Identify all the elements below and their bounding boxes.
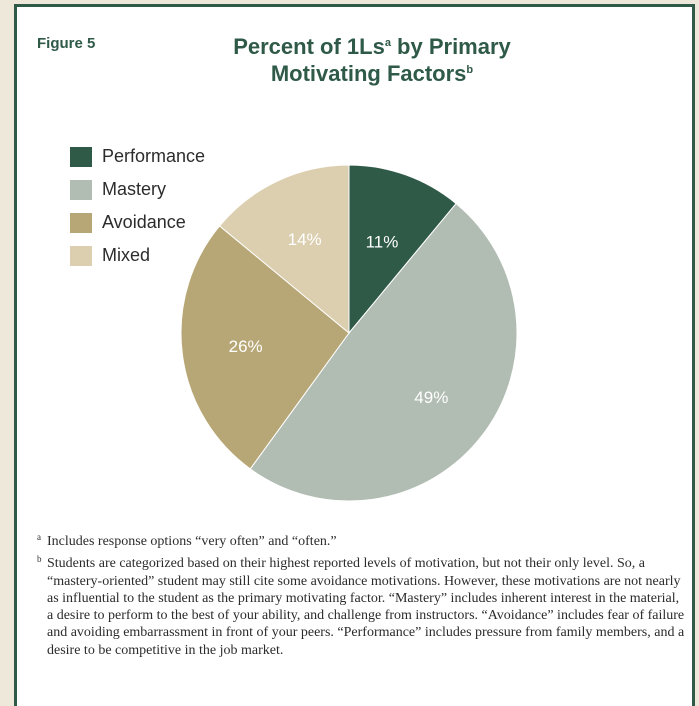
footnote-b-marker: b: [37, 554, 42, 565]
title-line1-rest: by Primary: [390, 34, 511, 59]
footnote-b-text: Students are categorized based on their …: [47, 556, 685, 658]
pie-slice-performance: [348, 164, 457, 335]
data-label-performance: 11%: [366, 232, 399, 251]
pie-slice-mixed: [218, 164, 350, 335]
legend-label-performance: Performance: [102, 146, 206, 166]
legend-label-avoidance: Avoidance: [102, 212, 186, 232]
legend-item-performance: Performance: [70, 140, 205, 173]
legend-swatch-performance: [70, 146, 92, 167]
chart-title: Percent of 1Lsa by Primary Motivating Fa…: [187, 33, 557, 87]
data-label-mastery: 49%: [414, 388, 448, 407]
footnote-a-text: Includes response options “very often” a…: [47, 534, 337, 549]
title-footnote-a: a: [384, 37, 391, 49]
figure-label: Figure 5: [37, 35, 96, 52]
figure-panel: Figure 5 Percent of 1Lsa by Primary Moti…: [14, 4, 695, 706]
data-label-mixed: 14%: [288, 230, 322, 249]
pie-slice-mastery: [249, 202, 518, 502]
legend-swatch-mixed: [70, 245, 92, 266]
legend-swatch-mastery: [70, 179, 92, 200]
pie-chart: 11% 49% 26% 14%: [180, 164, 518, 502]
title-line1: Percent of 1Ls: [233, 34, 385, 59]
data-label-avoidance: 26%: [229, 337, 263, 356]
title-footnote-b: b: [466, 64, 474, 76]
legend-item-avoidance: Avoidance: [70, 206, 205, 239]
legend: Performance Mastery Avoidance Mixed: [70, 140, 205, 272]
footnote-b: b Students are categorized based on their…: [37, 554, 687, 659]
footnote-a-marker: a: [37, 532, 41, 542]
legend-swatch-avoidance: [70, 212, 92, 233]
title-line2: Motivating Factors: [270, 61, 467, 86]
legend-label-mastery: Mastery: [102, 179, 167, 199]
footnotes: a Includes response options “very often” …: [37, 532, 687, 664]
legend-item-mastery: Mastery: [70, 173, 205, 206]
legend-label-mixed: Mixed: [102, 245, 151, 265]
footnote-a: a Includes response options “very often” …: [37, 532, 687, 550]
legend-item-mixed: Mixed: [70, 239, 205, 272]
pie-slice-avoidance: [180, 225, 350, 470]
